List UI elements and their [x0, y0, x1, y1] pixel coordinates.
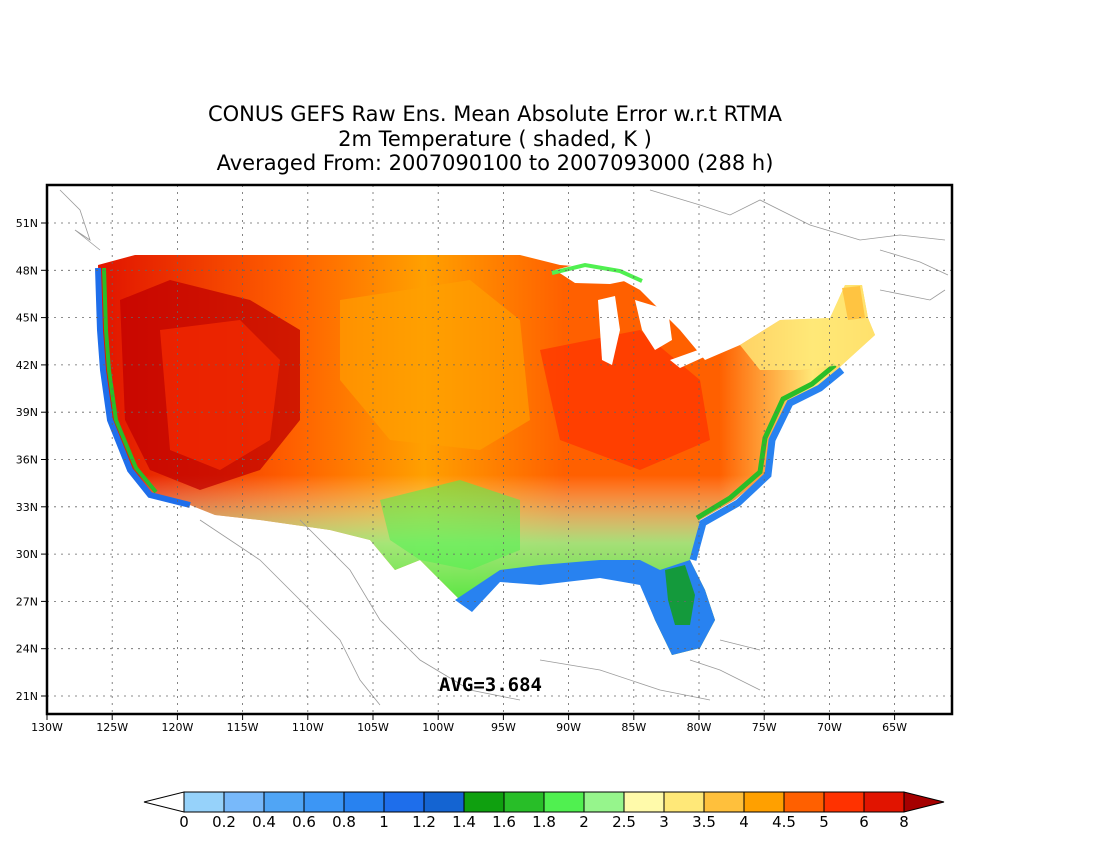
colorbar-swatch — [663, 791, 705, 813]
colorbar-swatch — [583, 791, 625, 813]
lon-tick-label: 130W — [31, 721, 63, 734]
title-line-3: Averaged From: 2007090100 to 2007093000 … — [216, 151, 774, 175]
colorbar-level-label: 5 — [819, 813, 829, 831]
colorbar-level-label: 1.2 — [412, 813, 436, 831]
colorbar-low-overflow — [143, 791, 185, 813]
colorbar-high-overflow — [903, 791, 945, 813]
lat-tick-label: 21N — [16, 690, 38, 703]
colorbar-level-label: 2.5 — [612, 813, 636, 831]
lat-tick-label: 39N — [16, 406, 38, 419]
title-line-2: 2m Temperature ( shaded, K ) — [338, 127, 652, 151]
lon-tick-label: 70W — [817, 721, 842, 734]
lon-tick-label: 100W — [422, 721, 454, 734]
colorbar-level-label: 0.2 — [212, 813, 236, 831]
colorbar-level-label: 1.8 — [532, 813, 556, 831]
colorbar-level-label: 4.5 — [772, 813, 796, 831]
lon-tick-label: 125W — [96, 721, 128, 734]
lat-tick-label: 45N — [16, 312, 38, 325]
colorbar-swatch — [223, 791, 265, 813]
lon-tick-label: 90W — [556, 721, 581, 734]
lat-tick-label: 51N — [16, 217, 38, 230]
lon-tick-label: 65W — [882, 721, 907, 734]
lon-tick-label: 75W — [752, 721, 777, 734]
plains-orange — [340, 280, 530, 450]
colorbar-swatch — [263, 791, 305, 813]
colorbar-level-label: 2 — [579, 813, 589, 831]
colorbar-level-label: 6 — [859, 813, 869, 831]
lat-tick-label: 24N — [16, 643, 38, 656]
colorbar-level-label: 0.4 — [252, 813, 276, 831]
colorbar-level-label: 0.6 — [292, 813, 316, 831]
lon-tick-label: 105W — [357, 721, 389, 734]
lake-huron — [635, 300, 672, 350]
west-coast-fringe — [95, 267, 191, 508]
colorbar-swatch — [863, 791, 905, 813]
colorbar-level-label: 3.5 — [692, 813, 716, 831]
lake-erie — [670, 345, 715, 368]
average-label: AVG=3.684 — [439, 674, 542, 696]
lon-tick-label: 85W — [621, 721, 646, 734]
lon-tick-label: 95W — [491, 721, 516, 734]
colorbar-swatch — [383, 791, 425, 813]
colorbar-level-label: 8 — [899, 813, 909, 831]
colorbar-swatch — [823, 791, 865, 813]
colorbar-level-label: 0 — [179, 813, 189, 831]
colorbar-swatch — [543, 791, 585, 813]
colorbar-swatch — [783, 791, 825, 813]
lake-michigan — [598, 296, 620, 365]
colorbar-level-label: 1.6 — [492, 813, 516, 831]
colorbar-swatch — [303, 791, 345, 813]
colorbar-level-label: 3 — [659, 813, 669, 831]
colorbar-level-label: 4 — [739, 813, 749, 831]
colorbar-swatch — [743, 791, 785, 813]
lat-tick-label: 42N — [16, 359, 38, 372]
colorbar-swatch — [463, 791, 505, 813]
ohio-valley-red — [540, 330, 710, 470]
colorbar-swatch — [503, 791, 545, 813]
lon-tick-label: 80W — [687, 721, 712, 734]
colorbar-swatch — [703, 791, 745, 813]
colorbar-level-label: 0.8 — [332, 813, 356, 831]
lon-tick-label: 110W — [292, 721, 324, 734]
colorbar-swatch — [623, 791, 665, 813]
lon-tick-label: 115W — [227, 721, 259, 734]
lat-tick-label: 33N — [16, 501, 38, 514]
colorbar-level-label: 1.4 — [452, 813, 476, 831]
colorbar-swatch — [423, 791, 465, 813]
colorbar-swatch — [183, 791, 225, 813]
colorbar-level-label: 1 — [379, 813, 389, 831]
title-line-1: CONUS GEFS Raw Ens. Mean Absolute Error … — [207, 102, 783, 126]
lat-tick-label: 48N — [16, 264, 38, 277]
lat-tick-label: 27N — [16, 595, 38, 608]
lat-tick-label: 36N — [16, 454, 38, 467]
lat-tick-label: 30N — [16, 548, 38, 561]
gulf-coast-blue — [455, 560, 715, 655]
lon-tick-label: 120W — [161, 721, 193, 734]
map-frame — [45, 183, 954, 716]
colorbar-swatch — [343, 791, 385, 813]
